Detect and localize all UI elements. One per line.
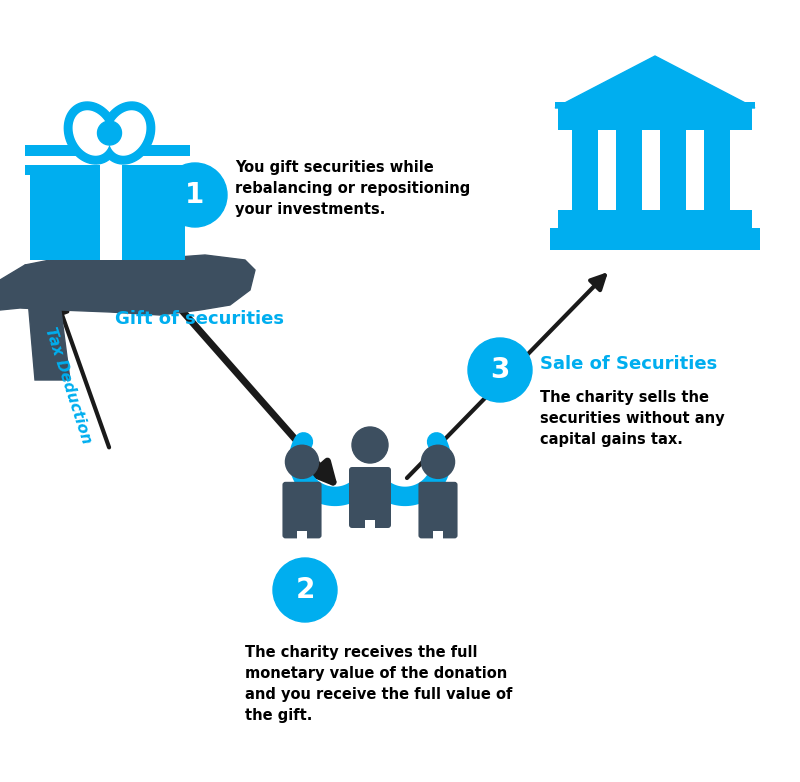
FancyBboxPatch shape [572,130,598,210]
Polygon shape [100,102,154,164]
Text: 1: 1 [186,181,205,209]
Text: The charity sells the
securities without any
capital gains tax.: The charity sells the securities without… [540,390,725,447]
FancyBboxPatch shape [550,228,760,250]
FancyBboxPatch shape [30,175,185,260]
Polygon shape [25,265,70,380]
Text: Gift of securities: Gift of securities [115,310,284,328]
FancyBboxPatch shape [25,145,190,175]
FancyBboxPatch shape [100,175,122,260]
Circle shape [286,445,318,479]
FancyBboxPatch shape [25,156,190,164]
Circle shape [422,445,454,479]
Polygon shape [74,111,110,155]
FancyBboxPatch shape [660,130,686,210]
FancyBboxPatch shape [704,130,730,210]
FancyBboxPatch shape [434,531,442,544]
Text: Tax Deduction: Tax Deduction [42,325,94,445]
Polygon shape [555,56,755,108]
FancyBboxPatch shape [100,145,122,175]
Circle shape [273,558,337,622]
FancyBboxPatch shape [558,108,752,130]
FancyBboxPatch shape [558,210,752,228]
FancyBboxPatch shape [298,531,306,544]
Circle shape [468,338,532,402]
Circle shape [352,427,388,463]
Polygon shape [64,102,118,164]
FancyBboxPatch shape [365,520,375,535]
Polygon shape [110,111,146,155]
FancyBboxPatch shape [418,482,458,538]
FancyBboxPatch shape [555,102,755,108]
Text: The charity receives the full
monetary value of the donation
and you receive the: The charity receives the full monetary v… [245,645,512,723]
Circle shape [163,163,227,227]
FancyBboxPatch shape [349,467,391,528]
Circle shape [98,121,122,145]
Text: 2: 2 [295,576,314,604]
Text: You gift securities while
rebalancing or repositioning
your investments.: You gift securities while rebalancing or… [235,160,470,217]
FancyBboxPatch shape [616,130,642,210]
Text: Sale of Securities: Sale of Securities [540,355,718,373]
Text: 3: 3 [490,356,510,384]
FancyBboxPatch shape [282,482,322,538]
Polygon shape [0,255,255,315]
